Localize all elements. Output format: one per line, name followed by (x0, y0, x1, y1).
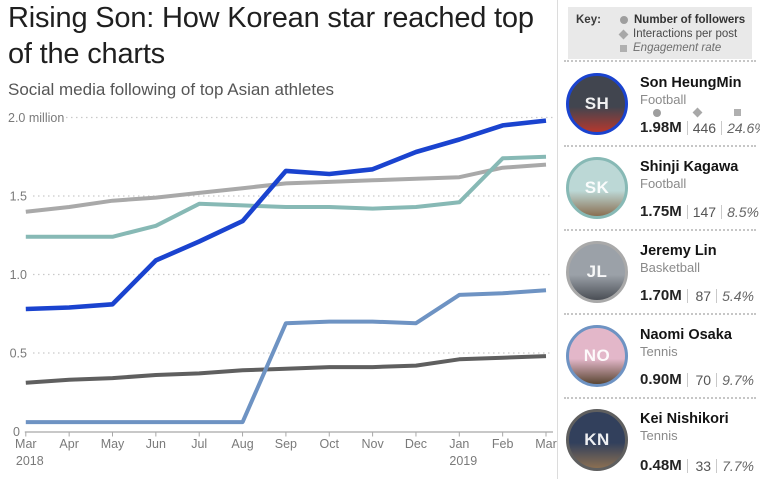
y-axis-tick-label: 0 (13, 425, 20, 439)
diamond-icon (618, 29, 629, 39)
x-axis-tick-label: Apr (59, 437, 78, 451)
followers-icon (653, 108, 662, 117)
athlete-avatar: NO (566, 325, 628, 387)
athlete-sport: Football (640, 92, 687, 107)
series-line-shinji-kagawa (25, 154, 547, 239)
athlete-avatar: SH (566, 73, 628, 135)
avatar-initials: SH (584, 94, 610, 113)
square-icon (620, 44, 627, 52)
stat-divider (716, 458, 718, 473)
x-axis-tick-label: Dec (405, 437, 427, 451)
avatar-initials: NO (583, 346, 611, 365)
followers-value: 0.48M (640, 457, 682, 474)
interactions-value: 87 (695, 287, 712, 304)
athlete-name: Naomi Osaka (640, 327, 732, 343)
followers-value: 1.75M (640, 203, 682, 220)
athlete-sport: Tennis (640, 428, 678, 443)
athlete-sport: Football (640, 176, 687, 191)
x-axis-tick-label: Mar (535, 437, 557, 451)
dotted-divider (564, 60, 756, 62)
x-axis-tick-label: Nov (361, 437, 384, 451)
athlete-stats: 1.98M 446 24.6% (640, 119, 760, 145)
followers-value: 0.90M (640, 371, 682, 388)
athlete-card-jeremy-lin: JL Jeremy Lin Basketball 1.70M 87 5.4% (564, 231, 756, 315)
y-axis-tick-label: 1.0 (10, 268, 27, 282)
athlete-name: Jeremy Lin (640, 243, 717, 259)
x-axis-tick-label: Sep (275, 437, 297, 451)
followers-value: 1.98M (640, 119, 682, 136)
x-axis-tick-label: Aug (231, 437, 253, 451)
athlete-stats: 1.75M 147 8.5% (640, 203, 759, 229)
athlete-card-kei-nishikori: KN Kei Nishikori Tennis 0.48M 33 7.7% (564, 399, 756, 483)
series-line-jeremy-lin (25, 162, 547, 214)
engagement-value: 8.5% (727, 203, 759, 220)
stat-divider (686, 120, 688, 135)
athlete-avatar: SK (566, 157, 628, 219)
series-line-son-heungmin (25, 118, 547, 312)
athlete-name: Kei Nishikori (640, 411, 729, 427)
stat-divider (686, 288, 688, 303)
engagement-value: 9.7% (722, 371, 754, 388)
page-subtitle: Social media following of top Asian athl… (8, 80, 335, 99)
legend-sidebar: Key: Number of followers Interactions pe… (557, 0, 760, 479)
athlete-stats: 0.48M 33 7.7% (640, 457, 754, 483)
circle-icon (620, 16, 628, 24)
avatar-initials: KN (584, 430, 610, 449)
stat-divider (686, 204, 688, 219)
athlete-sport: Basketball (640, 260, 700, 275)
athlete-card-son-heungmin: SH Son HeungMin Football 1.98M 446 24.6% (564, 63, 760, 147)
stat-divider (686, 458, 688, 473)
athlete-card-shinji-kagawa: SK Shinji Kagawa Football 1.75M 147 8.5% (564, 147, 759, 231)
athlete-stats: 0.90M 70 9.7% (640, 371, 754, 397)
athlete-name: Son HeungMin (640, 75, 742, 91)
x-axis-tick-label: Jul (191, 437, 207, 451)
avatar-initials: JL (586, 262, 608, 281)
x-axis-tick-label: Mar (15, 437, 37, 451)
engagement-value: 5.4% (722, 287, 754, 304)
x-axis-tick-label: May (101, 437, 125, 451)
key-item-followers: Number of followers (620, 13, 745, 27)
x-axis-tick-label: Jan (449, 437, 469, 451)
stat-divider (721, 120, 723, 135)
x-axis-tick-label: Feb (492, 437, 514, 451)
chart-key: Key: Number of followers Interactions pe… (568, 7, 752, 59)
athlete-name: Shinji Kagawa (640, 159, 739, 175)
y-axis-tick-label: 0.5 (10, 347, 27, 361)
interactions-value: 33 (695, 457, 712, 474)
page-title: Rising Son: How Korean star reached top … (8, 2, 534, 70)
avatar-initials: SK (584, 178, 610, 197)
followers-value: 1.70M (640, 287, 682, 304)
series-line-naomi-osaka (25, 288, 547, 425)
y-axis-tick-label: 1.5 (10, 190, 27, 204)
key-label: Key: (576, 14, 601, 26)
engagement-value: 24.6% (727, 119, 760, 136)
x-axis-year-label: 2018 (16, 454, 44, 468)
interactions-value: 147 (692, 203, 717, 220)
x-axis-tick-label: Jun (146, 437, 166, 451)
athlete-avatar: JL (566, 241, 628, 303)
stat-divider (716, 372, 718, 387)
series-line-kei-nishikori (25, 354, 547, 385)
interactions-value: 70 (695, 371, 712, 388)
stat-divider (721, 204, 723, 219)
key-item-engagement: Engagement rate (620, 41, 745, 55)
athlete-stats: 1.70M 87 5.4% (640, 287, 754, 313)
key-item-interactions: Interactions per post (618, 27, 745, 41)
stat-divider (716, 288, 718, 303)
stat-icons-row (640, 107, 754, 118)
athlete-avatar: KN (566, 409, 628, 471)
chart-area: Rising Son: How Korean star reached top … (8, 2, 557, 468)
athlete-card-naomi-osaka: NO Naomi Osaka Tennis 0.90M 70 9.7% (564, 315, 756, 399)
y-axis-tick-label: 2.0 million (8, 111, 64, 125)
x-axis-year-label: 2019 (449, 454, 477, 468)
engagement-value: 7.7% (722, 457, 754, 474)
interactions-icon (692, 107, 703, 118)
athlete-card-list: SH Son HeungMin Football 1.98M 446 24.6%… (564, 63, 760, 483)
stat-divider (686, 372, 688, 387)
x-axis-tick-label: Oct (320, 437, 340, 451)
athlete-sport: Tennis (640, 344, 678, 359)
interactions-value: 446 (692, 119, 717, 136)
engagement-icon (733, 109, 741, 116)
